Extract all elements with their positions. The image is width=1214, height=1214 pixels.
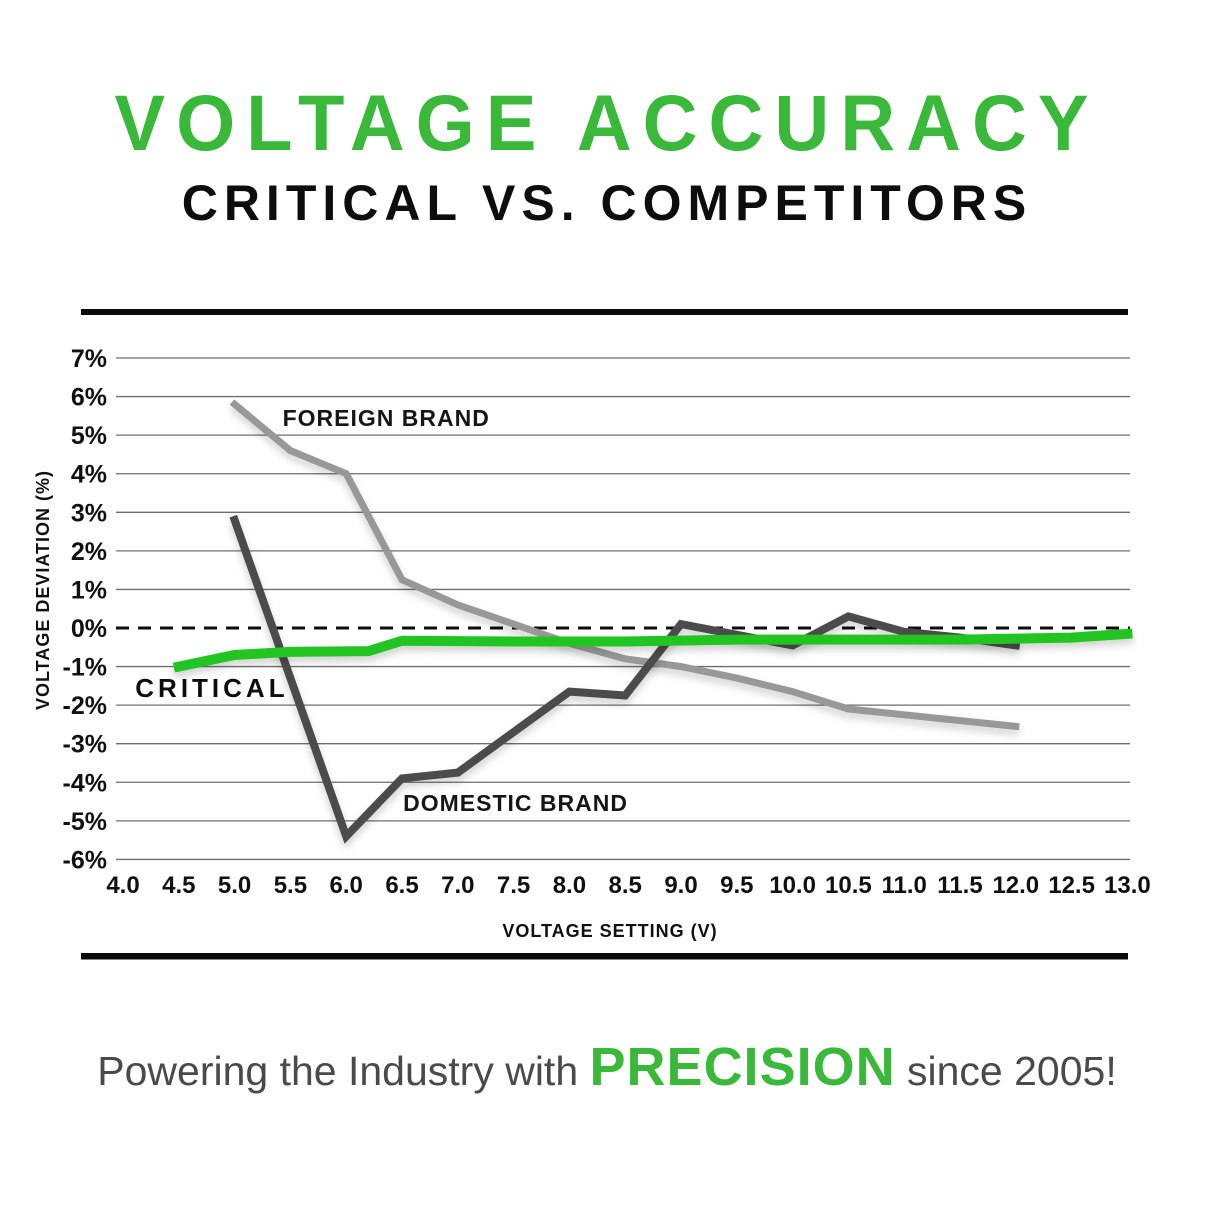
y-tick-label: 6%	[71, 384, 107, 412]
x-tick-label: 4.5	[162, 872, 195, 899]
gridlines	[116, 357, 1130, 861]
x-tick-label: 4.0	[106, 872, 139, 899]
x-tick-label: 12.0	[992, 872, 1039, 899]
x-tick-label: 9.5	[720, 872, 753, 899]
chart-top-rule	[81, 309, 1128, 315]
y-tick-label: -4%	[63, 769, 107, 797]
y-tick-label: -6%	[63, 846, 107, 874]
y-tick-label: 4%	[71, 461, 107, 489]
y-tick-label: 3%	[71, 499, 107, 527]
y-tick-label: -1%	[63, 654, 107, 682]
x-tick-label: 7.5	[497, 872, 530, 899]
x-tick-labels: 4.0 4.5 5.0 5.5 6.0 6.5 7.0 7.5 8.0 8.5 9.0 9.5 10.0…	[106, 872, 1150, 899]
series-line-foreign-brand	[229, 399, 1020, 731]
y-tick-label: -3%	[63, 731, 107, 759]
x-tick-label: 9.0	[664, 872, 697, 899]
y-tick-label: 1%	[71, 576, 107, 604]
chart-bottom-rule	[81, 953, 1128, 960]
x-tick-label: 6.5	[385, 872, 418, 899]
x-tick-label: 5.0	[218, 872, 251, 899]
y-tick-labels: 7% 6% 5% 4% 3% 2% 1% 0% -1% -2% -3% -4% -5% -6%	[63, 345, 107, 874]
page-title: VOLTAGE ACCURACY	[114, 79, 1100, 168]
series-line-domestic-brand	[229, 514, 1021, 844]
x-tick-label: 11.5	[937, 872, 982, 899]
tagline-prefix: Powering the Industry with	[97, 1048, 579, 1094]
series-label-critical: CRITICAL	[135, 673, 288, 703]
title-block: VOLTAGE ACCURACY CRITICAL VS. COMPETITOR…	[0, 79, 1214, 231]
page-subtitle: CRITICAL VS. COMPETITORS	[181, 175, 1033, 231]
y-tick-label: -2%	[63, 692, 107, 720]
series-labels: FOREIGN BRAND DOMESTIC BRAND CRITICAL	[135, 405, 628, 816]
series-lines	[172, 399, 1133, 844]
x-tick-label: 10.0	[769, 872, 816, 899]
series-label-domestic-brand: DOMESTIC BRAND	[403, 790, 628, 816]
tagline: Powering the Industry with PRECISION sin…	[0, 1036, 1214, 1098]
series-line-critical	[172, 628, 1133, 673]
x-tick-label: 5.5	[274, 872, 307, 899]
x-tick-label: 6.0	[330, 872, 363, 899]
tagline-highlight: PRECISION	[589, 1037, 896, 1097]
tagline-suffix: since 2005!	[907, 1048, 1117, 1094]
x-tick-label: 8.0	[553, 872, 586, 899]
x-tick-label: 10.5	[825, 872, 872, 899]
y-tick-label: 7%	[71, 345, 107, 373]
y-tick-label: 5%	[71, 422, 107, 450]
series-label-foreign-brand: FOREIGN BRAND	[283, 405, 490, 431]
x-axis-title: VOLTAGE SETTING (V)	[502, 921, 717, 941]
x-tick-label: 8.5	[609, 872, 642, 899]
y-tick-label: 0%	[71, 615, 107, 643]
x-tick-label: 12.5	[1048, 872, 1095, 899]
x-tick-label: 7.0	[441, 872, 474, 899]
y-tick-label: -5%	[63, 808, 107, 836]
x-tick-label: 11.0	[882, 872, 927, 899]
x-tick-label: 13.0	[1104, 872, 1151, 899]
y-axis-title: VOLTAGE DEVIATION (%)	[33, 470, 53, 710]
y-tick-label: 2%	[71, 538, 107, 566]
